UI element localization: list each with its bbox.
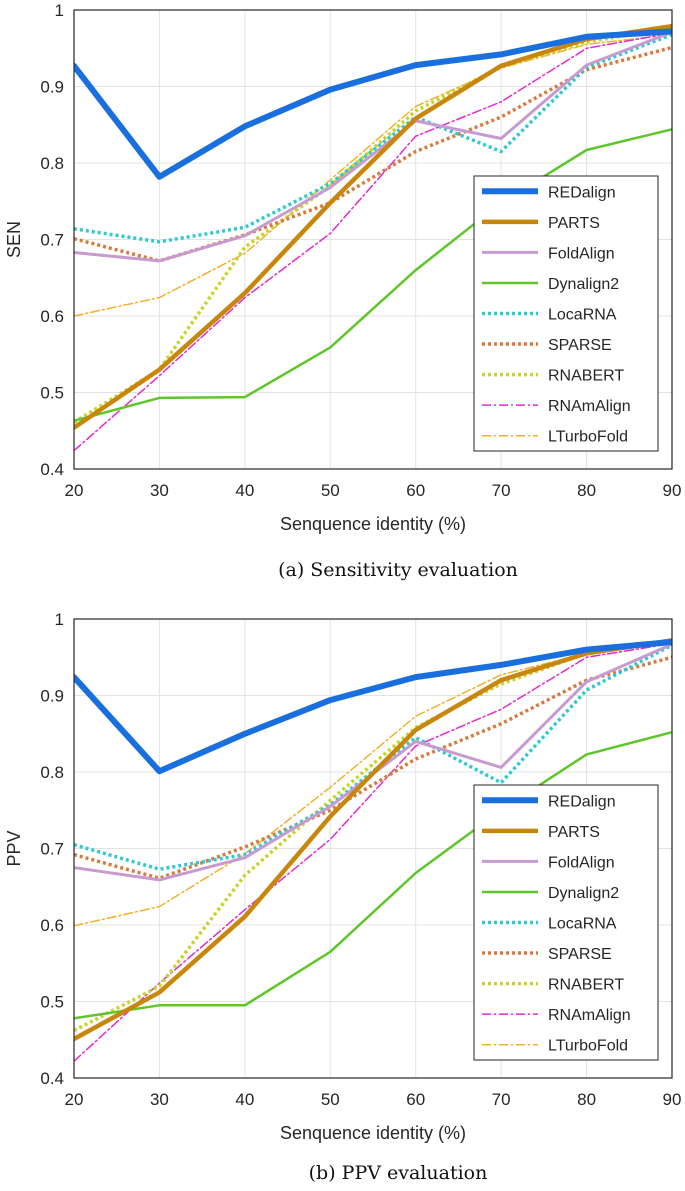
series-line-lturbofold	[74, 33, 672, 317]
legend-label: PARTS	[548, 824, 600, 841]
x-tick-label: 60	[406, 481, 425, 500]
y-axis-label: SEN	[4, 221, 24, 258]
legend-label: RNABERT	[548, 977, 624, 994]
series-line-foldalign	[74, 30, 672, 263]
series-line-rnabert	[74, 25, 672, 424]
legend-label: LocaRNA	[548, 307, 617, 324]
series-line-dynalign2	[74, 128, 672, 423]
y-tick-label: 0.4	[40, 1069, 64, 1088]
legend-label: Dynalign2	[548, 885, 619, 902]
series-line-locarna	[74, 643, 672, 871]
legend-label: FoldAlign	[548, 854, 615, 871]
series-line-parts	[74, 23, 672, 430]
legend-label: REDalign	[548, 793, 616, 810]
x-tick-label: 50	[321, 1090, 340, 1109]
y-tick-label: 0.5	[40, 384, 64, 403]
y-tick-label: 0.6	[40, 307, 64, 326]
series-line-redalign	[74, 639, 672, 775]
legend-label: LTurboFold	[548, 429, 628, 446]
x-axis-label: Senquence identity (%)	[280, 514, 466, 534]
x-tick-label: 30	[150, 1090, 169, 1109]
y-tick-label: 0.4	[40, 460, 64, 479]
figure-caption: (b) PPV evaluation	[309, 1162, 488, 1184]
y-tick-label: 0.6	[40, 916, 64, 935]
axes-frame	[73, 9, 673, 470]
x-tick-label: 70	[492, 1090, 511, 1109]
ppv-chart: 20 30 40 50 60 70 80 90 0.4 0.5 0.6 0.7 0.8 0.9 1 Senq…	[4, 610, 681, 1184]
x-tick-label: 50	[321, 481, 340, 500]
x-tick-label: 40	[235, 1090, 254, 1109]
y-tick-label: 0.8	[40, 154, 64, 173]
series-line-rnamalign	[74, 32, 672, 452]
series-line-redalign	[74, 28, 672, 180]
y-axis-label: PPV	[4, 830, 24, 866]
legend-label: SPARSE	[548, 946, 612, 963]
series-line-sparse	[74, 655, 672, 881]
legend-label: LTurboFold	[548, 1038, 628, 1055]
legend-label: RNAmAlign	[548, 398, 631, 415]
x-tick-label: 30	[150, 481, 169, 500]
legend-label: PARTS	[548, 215, 600, 232]
y-tick-label: 1	[55, 1, 64, 20]
x-axis-label: Senquence identity (%)	[280, 1123, 466, 1143]
legend-label: LocaRNA	[548, 916, 617, 933]
tick-labels: 20 30 40 50 60 70 80 90 0.4 0.5 0.6 0.7 0.8 0.9 1	[40, 1, 681, 500]
x-tick-label: 90	[663, 1090, 682, 1109]
x-tick-label: 80	[577, 1090, 596, 1109]
x-tick-label: 20	[65, 481, 84, 500]
series-line-rnamalign	[74, 642, 672, 1062]
axes-frame	[73, 618, 673, 1079]
x-tick-label: 40	[235, 481, 254, 500]
y-tick-label: 0.7	[40, 840, 64, 859]
legend-label: SPARSE	[548, 337, 612, 354]
legend-label: REDalign	[548, 184, 616, 201]
legend: REDalign PARTS FoldAlign Dynalign2 LocaRNA SP…	[473, 784, 659, 1061]
y-tick-label: 0.5	[40, 993, 64, 1012]
series-line-dynalign2	[74, 730, 672, 1020]
x-tick-label: 80	[577, 481, 596, 500]
y-tick-label: 0.8	[40, 763, 64, 782]
plot-area	[74, 23, 672, 452]
figure-caption: (a) Sensitivity evaluation	[278, 559, 518, 581]
y-tick-label: 0.9	[40, 687, 64, 706]
legend: REDalign PARTS FoldAlign Dynalign2 LocaRNA SP…	[473, 175, 659, 452]
series-line-parts	[74, 638, 672, 1042]
y-tick-label: 1	[55, 610, 64, 629]
x-tick-label: 60	[406, 1090, 425, 1109]
tick-labels: 20 30 40 50 60 70 80 90 0.4 0.5 0.6 0.7 0.8 0.9 1	[40, 610, 681, 1109]
x-tick-label: 90	[663, 481, 682, 500]
x-tick-label: 70	[492, 481, 511, 500]
y-tick-label: 0.9	[40, 78, 64, 97]
legend-label: FoldAlign	[548, 245, 615, 262]
x-tick-label: 20	[65, 1090, 84, 1109]
legend-label: Dynalign2	[548, 276, 619, 293]
y-tick-label: 0.7	[40, 231, 64, 250]
plot-area	[74, 637, 672, 1062]
legend-label: RNAmAlign	[548, 1007, 631, 1024]
legend-label: RNABERT	[548, 368, 624, 385]
sensitivity-chart: 20 30 40 50 60 70 80 90 0.4 0.5 0.6 0.7 0.8 0.9 1 Senq…	[4, 1, 681, 581]
